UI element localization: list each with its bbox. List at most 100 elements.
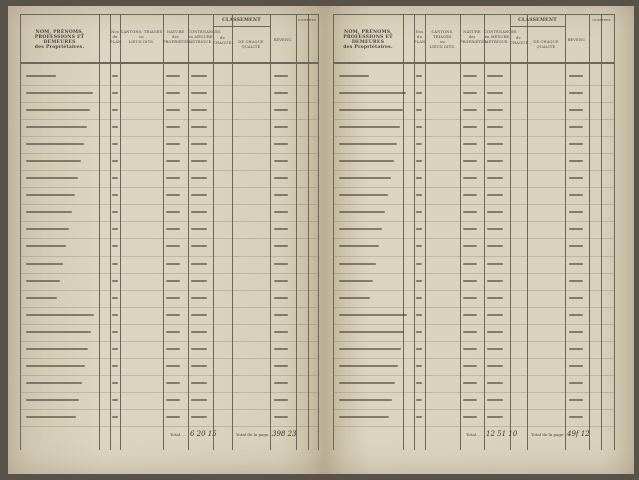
row-rule	[333, 238, 614, 240]
handwritten-revenu	[274, 160, 288, 163]
column-rule	[308, 14, 309, 450]
handwritten-owner-entry	[26, 160, 81, 163]
handwritten-nature	[166, 279, 180, 282]
row-rule	[20, 357, 318, 359]
total-label: Total. . .	[466, 432, 483, 437]
handwritten-nature	[166, 398, 180, 401]
row-rule	[20, 85, 318, 87]
handwritten-plan-number	[112, 245, 118, 248]
handwritten-revenu	[274, 245, 288, 248]
handwritten-nature	[463, 415, 477, 418]
handwritten-revenu	[569, 364, 583, 367]
handwritten-revenu	[274, 75, 288, 77]
handwritten-plan-number	[112, 211, 118, 214]
row-rule	[333, 204, 614, 206]
row-rule	[333, 289, 614, 291]
handwritten-owner-entry	[26, 92, 93, 95]
column-rule	[296, 14, 297, 450]
handwritten-nature	[166, 177, 180, 180]
handwritten-revenu	[569, 143, 583, 146]
handwritten-owner-entry	[339, 415, 389, 418]
handwritten-area	[487, 347, 503, 350]
handwritten-plan-number	[416, 92, 422, 95]
header-class-sub: de CHAQUE...	[213, 36, 236, 45]
handwritten-revenu	[569, 177, 583, 180]
handwritten-nature	[463, 313, 477, 316]
handwritten-nature	[463, 194, 477, 197]
handwritten-area	[191, 109, 207, 112]
handwritten-owner-entry	[339, 92, 406, 95]
handwritten-plan-number	[112, 126, 118, 129]
header-area: CONTENANCES en MESURE MÉTRIQUE.	[484, 30, 517, 44]
handwritten-nature	[463, 177, 477, 180]
handwritten-revenu	[569, 211, 583, 214]
handwritten-revenu	[274, 381, 288, 384]
handwritten-area	[487, 415, 503, 418]
total-label: Total. . .	[170, 432, 187, 437]
header-revenu: REVENU.	[567, 38, 587, 42]
handwritten-revenu	[569, 194, 583, 197]
row-rule	[20, 255, 318, 257]
handwritten-plan-number	[112, 279, 118, 282]
handwritten-nature	[463, 126, 477, 129]
handwritten-revenu	[274, 398, 288, 401]
row-rule	[20, 136, 318, 138]
header-notes: NOMBRES	[297, 18, 317, 22]
handwritten-plan-number	[112, 347, 118, 350]
header-place: CANTONS, TRIAGES ou LIEUX DITS.	[429, 30, 456, 49]
handwritten-owner-entry	[26, 381, 82, 384]
handwritten-nature	[166, 109, 180, 112]
handwritten-area	[191, 160, 207, 163]
column-rule	[213, 14, 214, 450]
handwritten-revenu	[569, 160, 583, 163]
handwritten-owner-entry	[339, 330, 404, 333]
column-rule	[99, 14, 100, 450]
row-rule	[333, 221, 614, 223]
column-rule	[20, 14, 21, 450]
handwritten-area	[191, 228, 207, 231]
handwritten-plan-number	[112, 143, 118, 146]
handwritten-revenu	[569, 126, 583, 129]
handwritten-area	[487, 381, 503, 384]
handwritten-plan-number	[112, 160, 118, 163]
handwritten-nature	[166, 296, 180, 299]
handwritten-area	[487, 279, 503, 282]
row-rule	[20, 170, 318, 172]
row-rule	[333, 170, 614, 172]
handwritten-nature	[166, 330, 180, 333]
handwritten-revenu	[569, 75, 583, 77]
handwritten-area	[487, 296, 503, 299]
column-rule	[110, 14, 111, 450]
row-rule	[20, 119, 318, 121]
handwritten-owner-entry	[339, 143, 397, 146]
header-plan-number: Nos du PLAN.	[110, 30, 123, 44]
header-class-quality: DE CHAQUE QUALITÉ	[238, 40, 264, 49]
handwritten-owner-entry	[339, 347, 401, 350]
header-top-rule	[333, 14, 614, 15]
handwritten-nature	[463, 211, 477, 214]
handwritten-nature	[166, 211, 180, 214]
handwritten-plan-number	[112, 109, 118, 112]
row-rule	[20, 391, 318, 393]
handwritten-owner-entry	[339, 313, 407, 316]
handwritten-plan-number	[416, 398, 422, 401]
row-rule	[333, 391, 614, 393]
handwritten-plan-number	[416, 347, 422, 350]
handwritten-area	[487, 228, 503, 231]
header-place: CANTONS, TRIAGES ou LIEUX DITS.	[120, 30, 163, 44]
handwritten-nature	[166, 364, 180, 367]
column-rule	[425, 14, 426, 450]
row-rule	[20, 340, 318, 342]
handwritten-area	[191, 75, 207, 77]
handwritten-revenu	[569, 398, 583, 401]
handwritten-area	[487, 160, 503, 163]
header-classement: CLASSEMENT	[518, 18, 557, 23]
handwritten-plan-number	[112, 364, 118, 367]
handwritten-nature	[166, 313, 180, 316]
column-rule	[565, 14, 566, 450]
handwritten-owner-entry	[26, 347, 88, 350]
left-register-page: NOM, PRÉNOMS, PROFESSIONS ET DEMEURES des …	[8, 6, 324, 474]
row-rule	[20, 221, 318, 223]
handwritten-plan-number	[416, 228, 422, 231]
handwritten-owner-entry	[339, 398, 392, 401]
